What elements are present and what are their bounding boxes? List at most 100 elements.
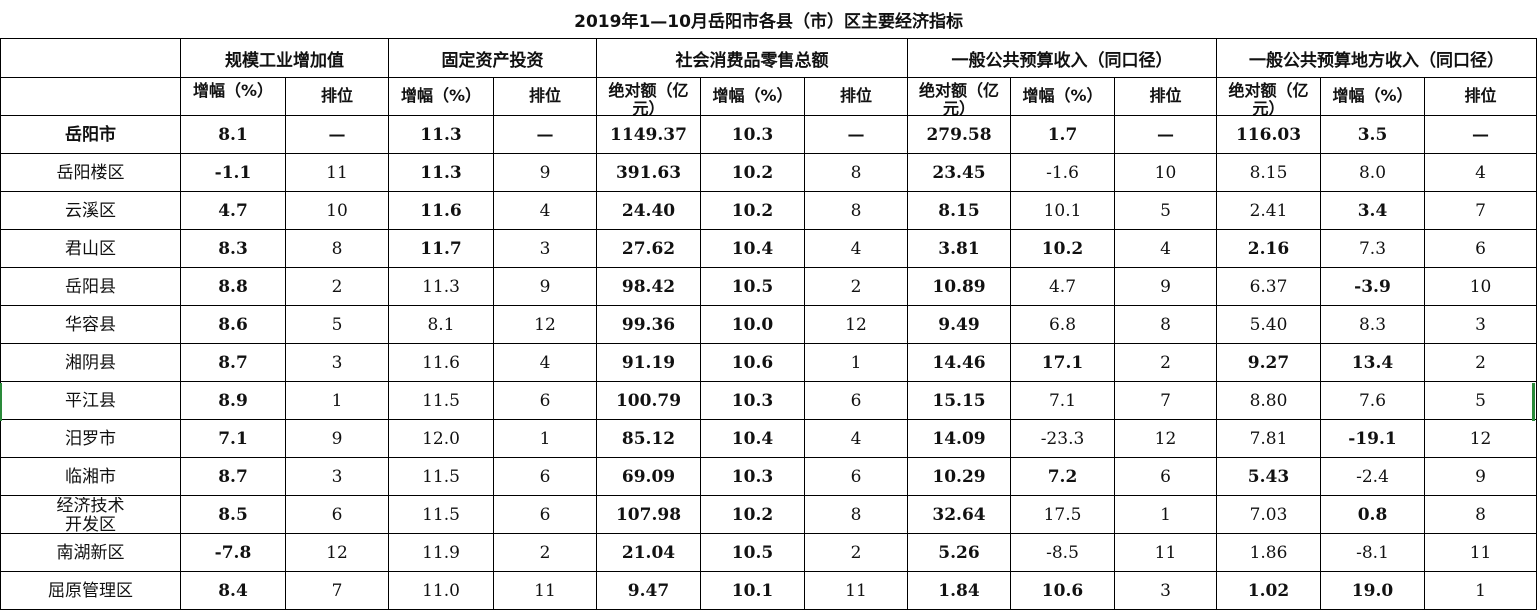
data-cell[interactable]: -2.4 — [1320, 457, 1425, 496]
group-header-budget-revenue[interactable]: 一般公共预算收入（同口径） — [907, 38, 1217, 78]
region-name-cell[interactable]: 汨罗市 — [0, 419, 181, 458]
data-cell[interactable]: 6.37 — [1216, 267, 1321, 306]
data-cell[interactable]: 24.40 — [596, 191, 701, 230]
group-header-retail-sales[interactable]: 社会消费品零售总额 — [596, 38, 908, 78]
group-header-fixed-investment[interactable]: 固定资产投资 — [388, 38, 597, 78]
data-cell[interactable]: 23.45 — [907, 153, 1011, 192]
data-cell[interactable]: 3 — [1114, 571, 1217, 610]
data-cell[interactable]: 11.3 — [388, 115, 494, 154]
data-cell[interactable]: 100.79 — [596, 381, 701, 420]
region-name-cell[interactable]: 华容县 — [0, 305, 181, 344]
data-cell[interactable]: 8 — [804, 495, 908, 534]
sub-header-cell[interactable]: 排位 — [1423, 77, 1538, 116]
data-cell[interactable]: 2.41 — [1216, 191, 1321, 230]
data-cell[interactable]: -19.1 — [1320, 419, 1425, 458]
data-cell[interactable]: 12 — [1114, 419, 1217, 458]
data-cell[interactable]: 1 — [285, 381, 389, 420]
data-cell[interactable]: 8.6 — [180, 305, 286, 344]
data-cell[interactable]: 69.09 — [596, 457, 701, 496]
data-cell[interactable]: — — [1423, 115, 1538, 154]
data-cell[interactable]: 3.5 — [1320, 115, 1425, 154]
data-cell[interactable]: 19.0 — [1320, 571, 1425, 610]
data-cell[interactable]: 7 — [1423, 191, 1538, 230]
data-cell[interactable]: 7.03 — [1216, 495, 1321, 534]
data-cell[interactable]: 10.89 — [907, 267, 1011, 306]
data-cell[interactable]: -8.5 — [1010, 533, 1115, 572]
data-cell[interactable]: 8.4 — [180, 571, 286, 610]
data-cell[interactable]: 10.2 — [700, 153, 805, 192]
group-header-local-revenue[interactable]: 一般公共预算地方收入（同口径） — [1215, 38, 1538, 78]
sub-header-cell[interactable]: 排位 — [493, 77, 597, 116]
data-cell[interactable]: 6 — [493, 495, 597, 534]
data-cell[interactable]: 8.8 — [180, 267, 286, 306]
data-cell[interactable]: — — [1114, 115, 1217, 154]
data-cell[interactable]: 2 — [804, 533, 908, 572]
data-cell[interactable]: -1.6 — [1010, 153, 1115, 192]
data-cell[interactable]: 5 — [285, 305, 389, 344]
data-cell[interactable]: 1149.37 — [596, 115, 701, 154]
data-cell[interactable]: 6 — [804, 381, 908, 420]
data-cell[interactable]: 3.4 — [1320, 191, 1425, 230]
data-cell[interactable]: 391.63 — [596, 153, 701, 192]
data-cell[interactable]: 6 — [493, 381, 597, 420]
data-cell[interactable]: 5.40 — [1216, 305, 1321, 344]
data-cell[interactable]: 7 — [285, 571, 389, 610]
table-title[interactable]: 2019年1—10月岳阳市各县（市）区主要经济指标 — [0, 0, 1537, 39]
data-cell[interactable]: 10.5 — [700, 533, 805, 572]
region-name-cell[interactable]: 岳阳县 — [0, 267, 181, 306]
data-cell[interactable]: 11.5 — [388, 495, 494, 534]
data-cell[interactable]: 2 — [804, 267, 908, 306]
data-cell[interactable]: 11.5 — [388, 457, 494, 496]
data-cell[interactable]: 10 — [285, 191, 389, 230]
data-cell[interactable]: 116.03 — [1216, 115, 1321, 154]
data-cell[interactable]: 8 — [1114, 305, 1217, 344]
data-cell[interactable]: 10.2 — [1010, 229, 1115, 268]
sub-header-cell[interactable]: 增幅（%） — [700, 77, 805, 116]
data-cell[interactable]: 99.36 — [596, 305, 701, 344]
data-cell[interactable]: 12 — [493, 305, 597, 344]
data-cell[interactable]: 8 — [804, 153, 908, 192]
data-cell[interactable]: 11.7 — [388, 229, 494, 268]
data-cell[interactable]: 17.5 — [1010, 495, 1115, 534]
data-cell[interactable]: 10.3 — [700, 381, 805, 420]
data-cell[interactable]: 10 — [1423, 267, 1538, 306]
data-cell[interactable]: 1 — [493, 419, 597, 458]
data-cell[interactable]: 9.27 — [1216, 343, 1321, 382]
data-cell[interactable]: 3 — [1423, 305, 1538, 344]
data-cell[interactable]: 8.1 — [388, 305, 494, 344]
data-cell[interactable]: 12 — [285, 533, 389, 572]
data-cell[interactable]: 8.7 — [180, 457, 286, 496]
region-name-cell[interactable]: 南湖新区 — [0, 533, 181, 572]
data-cell[interactable]: 1.02 — [1216, 571, 1321, 610]
data-cell[interactable]: -3.9 — [1320, 267, 1425, 306]
data-cell[interactable]: 12 — [804, 305, 908, 344]
data-cell[interactable]: 7.1 — [1010, 381, 1115, 420]
data-cell[interactable]: — — [285, 115, 389, 154]
region-name-cell[interactable]: 经济技术开发区 — [0, 495, 181, 534]
data-cell[interactable]: -8.1 — [1320, 533, 1425, 572]
sub-header-cell[interactable]: 增幅（%） — [1320, 77, 1425, 116]
data-cell[interactable]: 7.1 — [180, 419, 286, 458]
data-cell[interactable]: 98.42 — [596, 267, 701, 306]
data-cell[interactable]: 7.2 — [1010, 457, 1115, 496]
data-cell[interactable]: 10.1 — [700, 571, 805, 610]
data-cell[interactable]: 4 — [1423, 153, 1538, 192]
data-cell[interactable]: 11.0 — [388, 571, 494, 610]
data-cell[interactable]: 11.6 — [388, 191, 494, 230]
data-cell[interactable]: 11 — [1423, 533, 1538, 572]
data-cell[interactable]: 9.47 — [596, 571, 701, 610]
data-cell[interactable]: -23.3 — [1010, 419, 1115, 458]
data-cell[interactable]: 13.4 — [1320, 343, 1425, 382]
data-cell[interactable]: 11 — [1114, 533, 1217, 572]
data-cell[interactable]: 10.5 — [700, 267, 805, 306]
data-cell[interactable]: 5 — [1114, 191, 1217, 230]
sub-header-cell[interactable]: 绝对额（亿元） — [1216, 77, 1321, 116]
data-cell[interactable]: 8.80 — [1216, 381, 1321, 420]
data-cell[interactable]: 6 — [1114, 457, 1217, 496]
data-cell[interactable]: 8.3 — [180, 229, 286, 268]
data-cell[interactable]: 8.5 — [180, 495, 286, 534]
data-cell[interactable]: 14.09 — [907, 419, 1011, 458]
data-cell[interactable]: 1 — [1114, 495, 1217, 534]
data-cell[interactable]: — — [493, 115, 597, 154]
data-cell[interactable]: 6 — [493, 457, 597, 496]
